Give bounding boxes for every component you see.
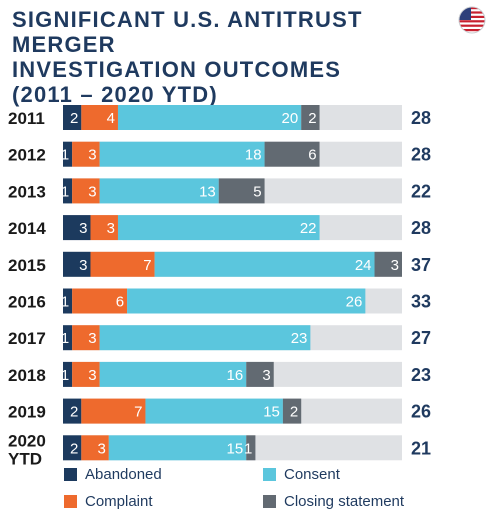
data-label-abandoned-2020-ytd: 2 (70, 440, 78, 457)
data-label-consent-2017: 23 (291, 330, 308, 347)
bar-segment-closing-statement-2012 (264, 141, 320, 167)
bar-segment-consent-2015 (154, 251, 375, 277)
bar-segment-consent-2018 (99, 361, 247, 387)
data-label-closing-statement-2018: 3 (262, 367, 270, 384)
data-label-complaint-2016: 6 (116, 294, 124, 311)
bar-segment-closing-statement-2018 (246, 361, 274, 387)
total-label-2017: 27 (411, 328, 431, 348)
data-label-closing-statement-2012: 6 (308, 147, 316, 164)
category-label-2017: 2017 (8, 329, 46, 348)
data-label-abandoned-2019: 2 (70, 404, 78, 421)
data-label-complaint-2012: 3 (88, 147, 96, 164)
data-label-abandoned-2012: 1 (61, 147, 69, 164)
bar-segment-closing-statement-2011 (301, 105, 320, 130)
bar-segment-closing-statement-2013 (218, 178, 265, 204)
bar-segment-complaint-2013 (72, 178, 100, 204)
data-label-abandoned-2018: 1 (61, 367, 69, 384)
data-label-consent-2020-ytd: 15 (227, 440, 244, 457)
bar-segment-consent-2013 (99, 178, 219, 204)
data-label-closing-statement-2015: 3 (391, 257, 399, 274)
bar-segment-closing-statement-2020-ytd (246, 435, 256, 461)
bar-segment-abandoned-2019 (63, 398, 82, 424)
bar-segment-abandoned-2018 (63, 361, 73, 387)
category-label-2018: 2018 (8, 366, 46, 385)
bar-segment-abandoned-2020-ytd (63, 435, 82, 461)
bar-segment-closing-statement-2019 (282, 398, 302, 424)
data-label-consent-2014: 22 (300, 220, 317, 237)
category-label-2020-ytd: 2020 (8, 431, 46, 450)
total-label-2016: 33 (411, 292, 431, 312)
total-label-2012: 28 (411, 145, 431, 165)
bar-segment-consent-2014 (117, 215, 320, 241)
bar-segment-abandoned-2015 (63, 251, 91, 277)
bar-segment-abandoned-2014 (63, 215, 91, 241)
data-label-abandoned-2017: 1 (61, 330, 69, 347)
data-label-consent-2011: 20 (282, 110, 299, 127)
category-label-2015: 2015 (8, 256, 46, 275)
data-label-complaint-2017: 3 (88, 330, 96, 347)
category-label-2014: 2014 (8, 219, 46, 238)
total-label-2019: 26 (411, 402, 431, 422)
bar-segment-complaint-2014 (90, 215, 118, 241)
bar-segment-complaint-2015 (90, 251, 155, 277)
bar-segment-consent-2012 (99, 141, 265, 167)
data-label-abandoned-2015: 3 (79, 257, 87, 274)
bar-segment-abandoned-2017 (63, 325, 73, 351)
data-label-complaint-2018: 3 (88, 367, 96, 384)
total-label-2018: 23 (411, 365, 431, 385)
bar-segment-consent-2016 (127, 288, 366, 314)
data-label-abandoned-2011: 2 (70, 110, 78, 127)
bar-segment-complaint-2020-ytd (81, 435, 109, 461)
bar-segment-complaint-2012 (72, 141, 100, 167)
data-label-closing-statement-2019: 2 (290, 404, 298, 421)
data-label-abandoned-2013: 1 (61, 183, 69, 200)
bar-segment-complaint-2018 (72, 361, 100, 387)
bar-segment-complaint-2017 (72, 325, 100, 351)
data-label-consent-2012: 18 (245, 147, 262, 164)
data-label-abandoned-2014: 3 (79, 220, 87, 237)
total-label-2013: 22 (411, 181, 431, 201)
total-label-2020-ytd: 21 (411, 438, 431, 458)
bar-segment-consent-2011 (117, 105, 302, 130)
bar-segment-abandoned-2016 (63, 288, 73, 314)
data-label-abandoned-2016: 1 (61, 294, 69, 311)
bar-segment-closing-statement-2015 (374, 251, 402, 277)
category-label-2016: 2016 (8, 293, 46, 312)
category-label-2012: 2012 (8, 146, 46, 165)
data-label-complaint-2011: 4 (107, 110, 115, 127)
total-label-2011: 28 (411, 108, 431, 128)
data-label-complaint-2019: 7 (134, 404, 142, 421)
bar-segment-abandoned-2012 (63, 141, 73, 167)
data-label-consent-2015: 24 (355, 257, 372, 274)
category-label-2019: 2019 (8, 403, 46, 422)
us-flag-icon (458, 6, 486, 34)
bar-segment-consent-2017 (99, 325, 311, 351)
data-label-closing-statement-2011: 2 (308, 110, 316, 127)
data-label-closing-statement-2020-ytd: 1 (244, 440, 252, 457)
bar-segment-consent-2019 (145, 398, 283, 424)
bar-segment-abandoned-2011 (63, 105, 82, 130)
total-label-2015: 37 (411, 255, 431, 275)
bar-segment-complaint-2019 (81, 398, 146, 424)
total-label-2014: 28 (411, 218, 431, 238)
bar-segment-complaint-2016 (72, 288, 128, 314)
category-label-2020-ytd-line2: YTD (8, 449, 42, 468)
chart-title: SIGNIFICANT U.S. ANTITRUST MERGER INVEST… (12, 7, 363, 107)
category-label-2013: 2013 (8, 182, 46, 201)
data-label-complaint-2014: 3 (107, 220, 115, 237)
data-label-consent-2013: 13 (199, 183, 216, 200)
bar-segment-consent-2020-ytd (108, 435, 247, 461)
data-label-complaint-2015: 7 (143, 257, 151, 274)
data-label-consent-2016: 26 (346, 294, 363, 311)
data-label-closing-statement-2013: 5 (253, 183, 261, 200)
category-label-2011: 2011 (8, 109, 45, 128)
data-label-consent-2019: 15 (263, 404, 280, 421)
bar-segment-abandoned-2013 (63, 178, 73, 204)
data-label-complaint-2020-ytd: 3 (97, 440, 105, 457)
bar-segment-complaint-2011 (81, 105, 118, 130)
data-label-consent-2018: 16 (227, 367, 244, 384)
data-label-complaint-2013: 3 (88, 183, 96, 200)
